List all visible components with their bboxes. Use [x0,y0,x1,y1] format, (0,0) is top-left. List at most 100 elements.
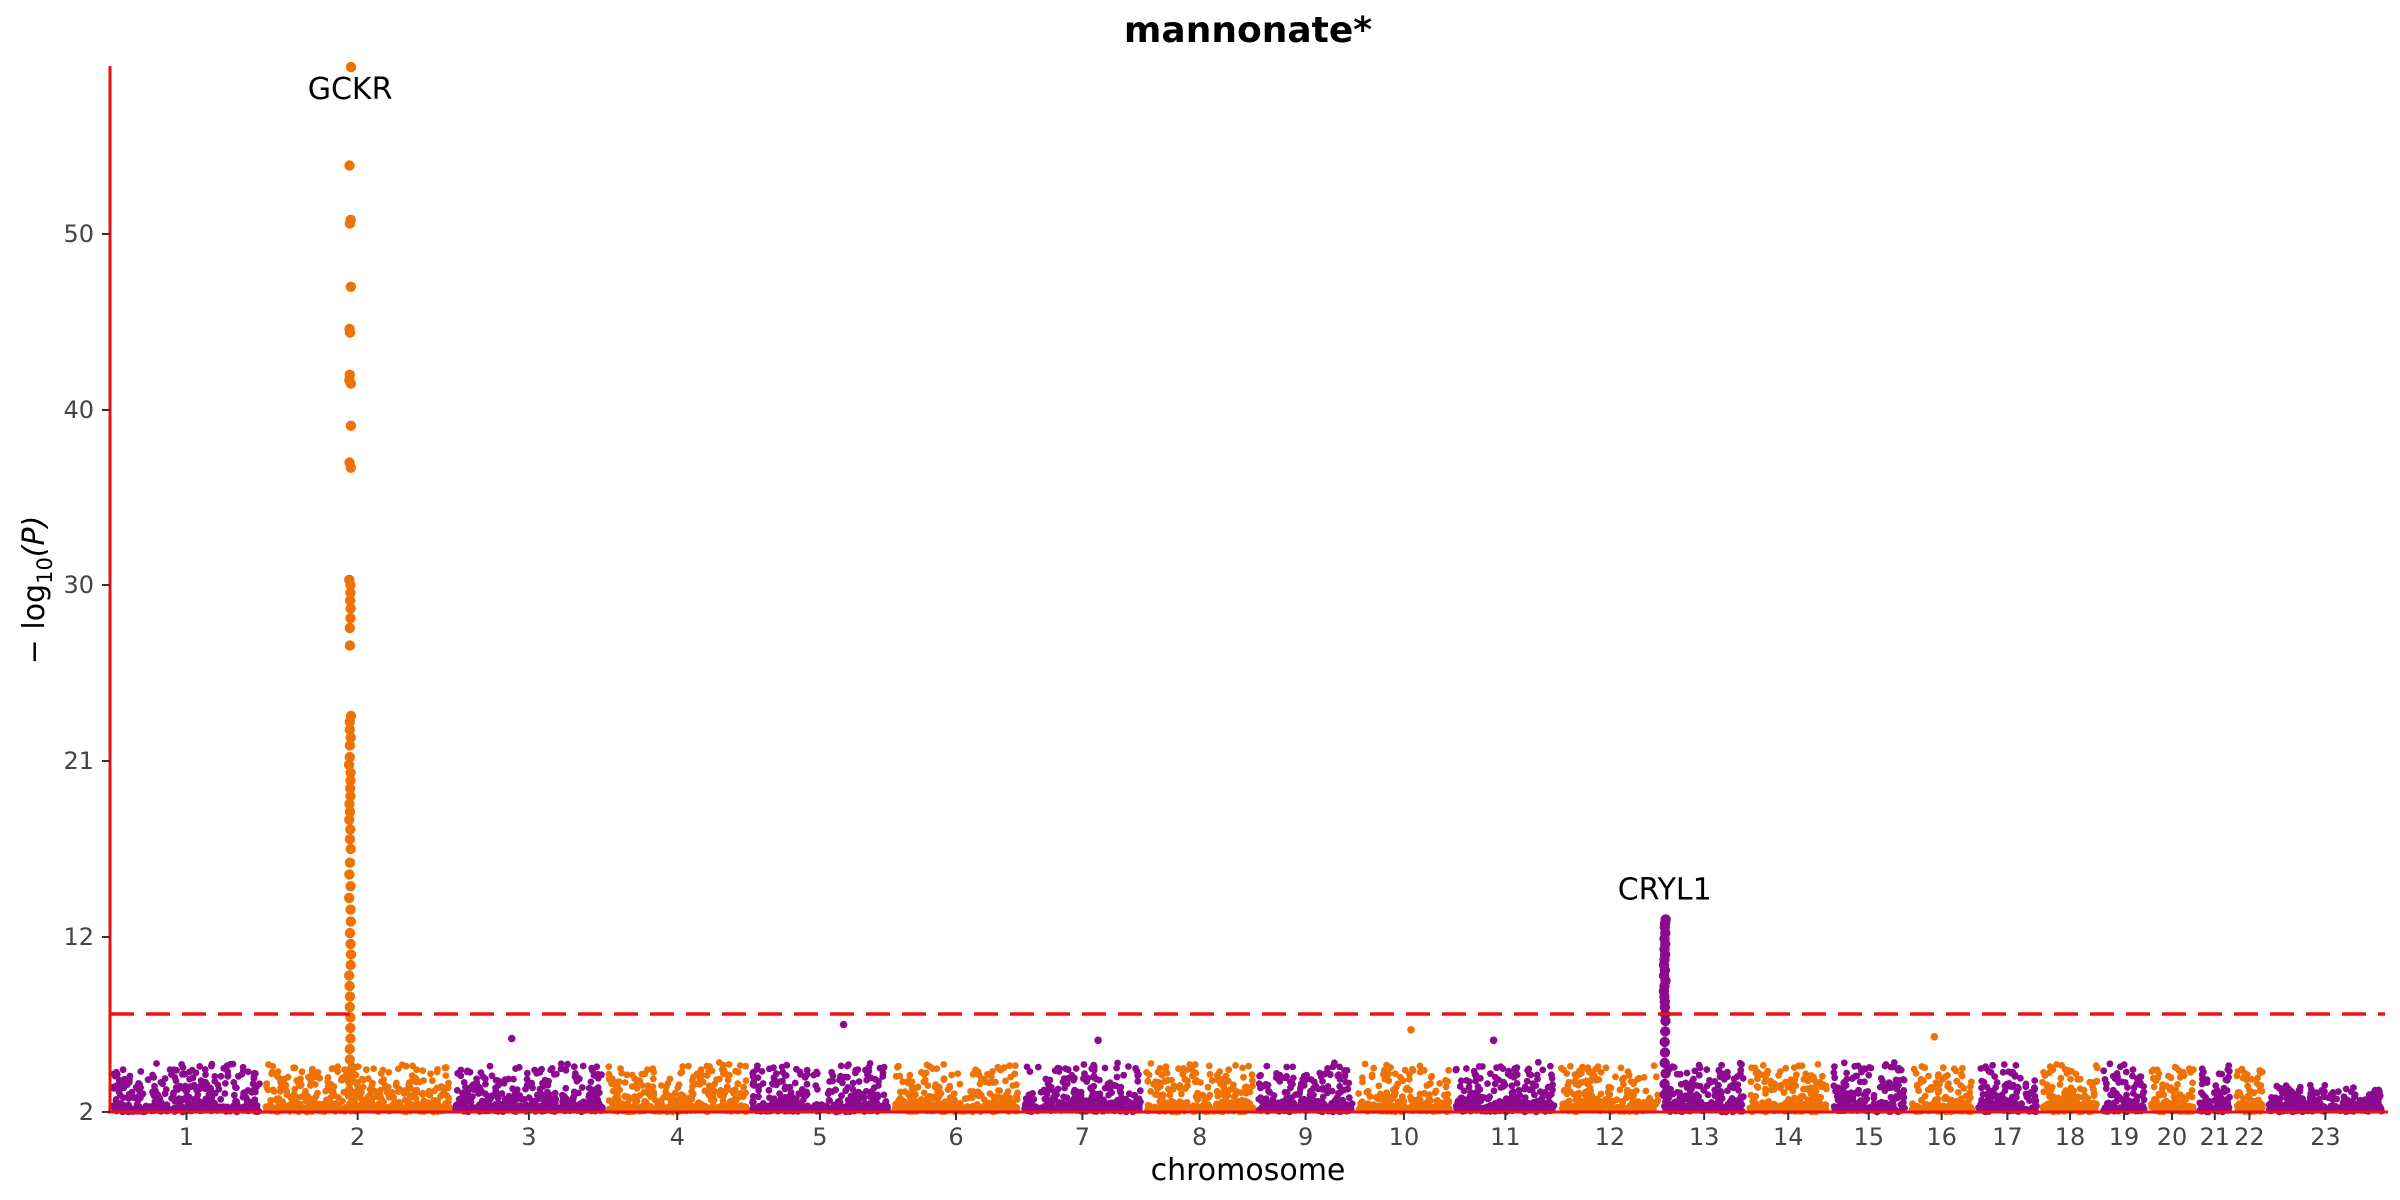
snp-point [335,1094,342,1101]
snp-point [1002,1093,1009,1101]
chart-title: mannonate* [1124,10,1372,51]
snp-point [434,1066,441,1073]
snp-point [2003,1080,2011,1088]
snp-point [202,1071,209,1078]
snp-point [717,1087,725,1094]
snp-point [989,1068,996,1075]
snp-point [110,1083,118,1090]
snp-point [277,1078,285,1086]
snp-point [181,1070,189,1078]
snp-point [1572,1073,1580,1080]
snp-point [263,1083,270,1091]
snp-point [135,1086,143,1094]
snp-point [628,1071,636,1079]
snp-point [220,1103,228,1111]
snp-point [1063,1080,1071,1088]
snp-point [1934,1072,1942,1080]
snp-point [1135,1071,1142,1078]
snp-point [1921,1064,1929,1072]
snp-point [572,1070,579,1077]
snp-point [512,1101,520,1109]
snp-point [370,1065,378,1072]
snp-point [416,1078,423,1086]
snp-point [977,1092,985,1099]
snp-point [513,1086,521,1094]
snp-point [605,1063,613,1070]
snp-point [832,1086,839,1094]
snp-point [1799,1093,1807,1100]
snp-point [121,1075,128,1083]
snp-point [1966,1089,1974,1096]
snp-point [759,1080,767,1087]
snp-point [1243,1083,1250,1091]
snp-point [1087,1084,1094,1092]
snp-point [1072,1065,1080,1072]
snp-point [1300,1072,1308,1080]
snp-point [1390,1086,1398,1094]
snp-point [742,1062,749,1070]
snp-point [1920,1077,1927,1085]
snp-point [1060,1093,1067,1101]
snp-point [1336,1082,1344,1090]
snp-point [755,1093,762,1101]
snp-point [316,1100,323,1108]
snp-point [838,1092,845,1100]
snp-point [358,1075,366,1083]
snp-point [434,1097,441,1105]
snp-point [617,1065,624,1072]
snp-point [1539,1101,1546,1109]
snp-point [651,1096,659,1104]
snp-point [221,1090,229,1097]
snp-point [1361,1060,1369,1068]
snp-point [202,1078,210,1086]
snp-point [430,1087,438,1095]
snp-point [1671,1104,1679,1112]
snp-point [1368,1073,1376,1081]
snp-point [523,1069,531,1077]
snp-point [1967,1083,1974,1090]
snp-point [1842,1082,1850,1089]
snp-point [1634,1100,1642,1108]
snp-point [1224,1077,1232,1085]
snp-point [120,1084,128,1092]
snp-point [1116,1087,1124,1095]
snp-point [1262,1080,1270,1088]
snp-point [570,1101,577,1109]
snp-point [1703,1066,1711,1073]
snp-point [324,1074,332,1081]
snp-point [1704,1091,1712,1099]
snp-point [781,1071,789,1079]
snp-point [501,1076,509,1084]
snp-point [394,1065,402,1073]
snp-point [177,1097,185,1105]
snp-point [1616,1103,1623,1111]
snp-point [419,1089,427,1097]
snp-point [797,1090,805,1098]
snp-point [460,1094,468,1102]
snp-point [1843,1069,1850,1077]
snp-point [967,1088,974,1095]
snp-point [570,1088,578,1096]
snp-point [742,1077,750,1084]
snp-point [1263,1062,1271,1070]
snp-point [1770,1085,1778,1093]
snp-point [486,1062,494,1070]
snp-point [931,1083,939,1091]
snp-point [1144,1077,1152,1085]
snp-point [113,1070,121,1078]
snp-point [1792,1082,1800,1089]
snp-point [1867,1064,1875,1072]
background-points-layer [109,1020,2385,1116]
snp-point [715,1059,723,1066]
snp-point [481,1090,489,1098]
snp-point [1808,1099,1816,1107]
snp-point [1993,1079,2001,1086]
snp-point [334,1063,342,1070]
snp-point [290,1090,298,1098]
snp-point [1134,1077,1142,1085]
snp-point [997,1066,1004,1074]
snp-point [365,1075,372,1083]
snp-point [482,1080,489,1088]
snp-point [628,1083,636,1090]
snp-point [1052,1104,1060,1112]
